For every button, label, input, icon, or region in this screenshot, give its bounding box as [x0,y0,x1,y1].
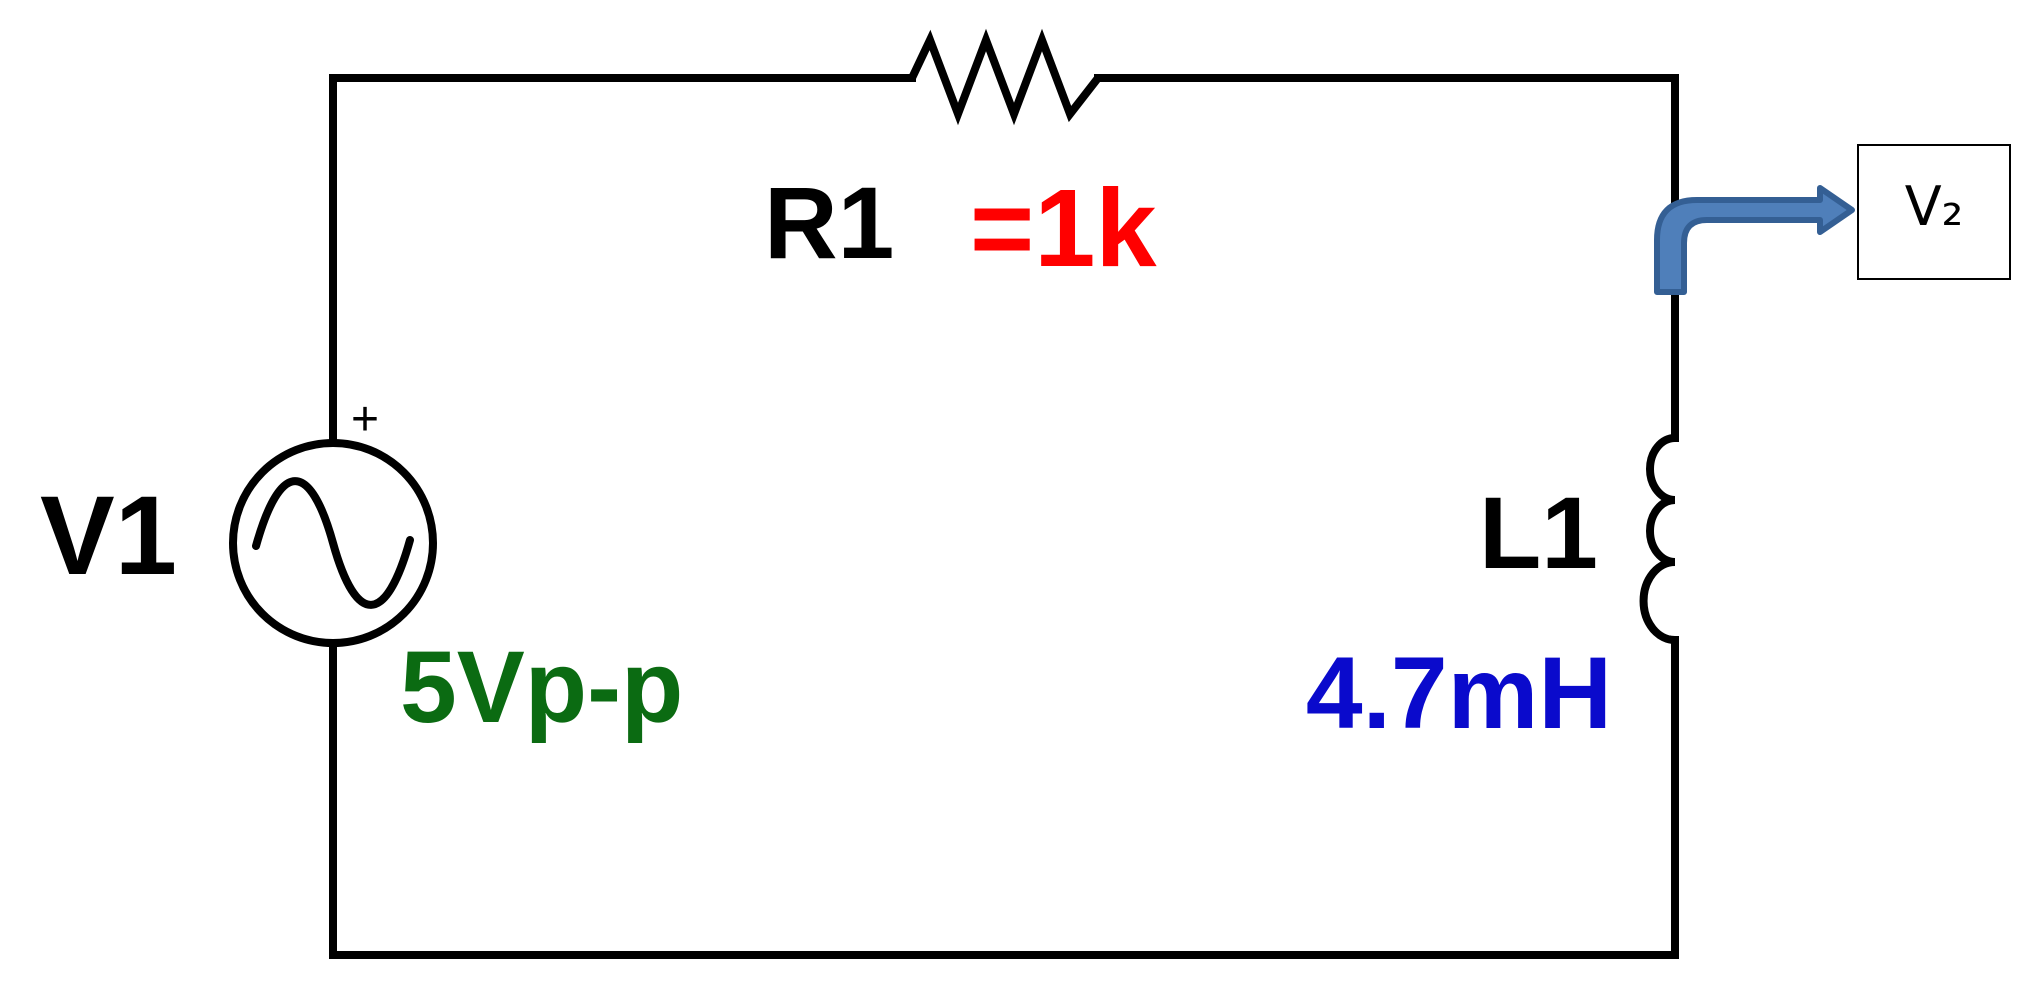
circuit-wires [329,74,1679,959]
source-polarity-plus: + [351,393,379,446]
probe-label: V₂ [1905,175,1964,238]
resistor-value-label: =1k [970,167,1157,290]
wire-top-right [1094,74,1679,442]
resistor-r1-symbol [908,28,1102,126]
source-value-label: 5Vp-p [400,630,683,744]
sine-wave-icon [252,477,414,609]
ac-source-v1-symbol [229,439,437,647]
resistor-name-label: R1 [764,166,894,280]
inductor-name-label: L1 [1479,476,1598,590]
probe-box [1857,144,2011,280]
probe-arrow-icon [1654,185,1855,295]
wire-right-bottom [329,636,1679,959]
wire-left-top [329,74,916,450]
inductor-l1-symbol [1639,434,1676,644]
source-name-label: V1 [40,473,177,598]
inductor-value-label: 4.7mH [1306,636,1612,750]
